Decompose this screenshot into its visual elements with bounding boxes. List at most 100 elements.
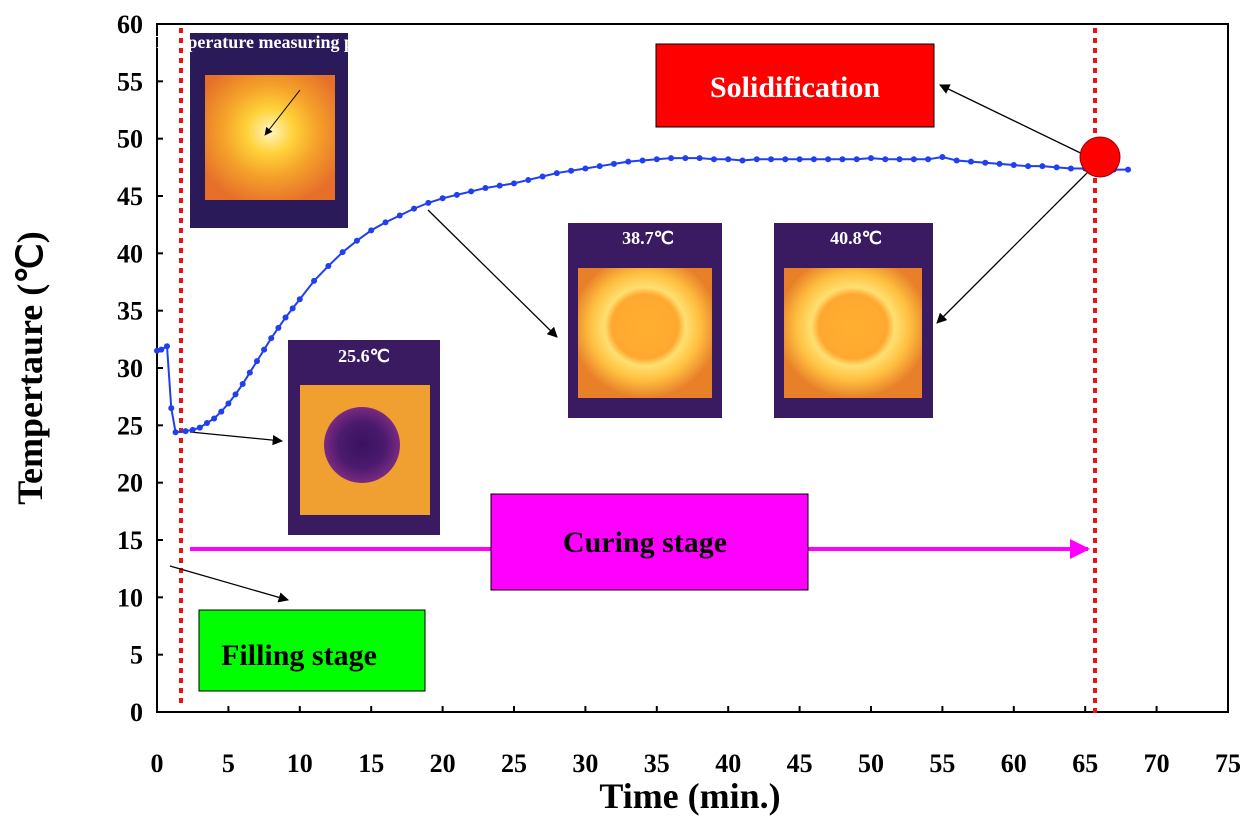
data-point [1025, 163, 1031, 169]
image-label: 38.7℃ [622, 228, 674, 248]
data-point [425, 200, 431, 206]
data-point [311, 278, 317, 284]
y-tick-label: 45 [117, 182, 143, 211]
x-tick-label: 0 [151, 749, 164, 778]
y-tick-label: 15 [117, 526, 143, 555]
data-point [525, 177, 531, 183]
data-point [911, 156, 917, 162]
y-tick-label: 55 [117, 67, 143, 96]
y-tick-label: 40 [117, 239, 143, 268]
thermal-image: 40.8℃ [774, 223, 933, 418]
x-tick-label: 70 [1144, 749, 1170, 778]
data-point [482, 185, 488, 191]
x-tick-label: 30 [572, 749, 598, 778]
data-point [540, 174, 546, 180]
data-point [1039, 163, 1045, 169]
y-tick-label: 35 [117, 297, 143, 326]
data-point [582, 165, 588, 171]
data-point [768, 156, 774, 162]
data-point [697, 155, 703, 161]
data-point [897, 156, 903, 162]
data-point [997, 161, 1003, 167]
data-point [158, 347, 164, 353]
data-point [925, 156, 931, 162]
data-point [411, 206, 417, 212]
data-point [1054, 164, 1060, 170]
data-point [468, 188, 474, 194]
x-tick-label: 40 [715, 749, 741, 778]
thermal-image: Temperature measuring point [154, 32, 384, 228]
chart: Temperature measuring point 25.6℃ 38.7℃ … [0, 0, 1250, 827]
data-point [839, 156, 845, 162]
data-point [682, 155, 688, 161]
data-point [382, 219, 388, 225]
annotation: Solidification [710, 71, 880, 104]
x-tick-label: 5 [222, 749, 235, 778]
data-point [290, 305, 296, 311]
annotation: Curing stage [563, 526, 727, 559]
x-axis-label: Time (min.) [599, 776, 780, 816]
y-tick-label: 60 [117, 10, 143, 39]
data-point [811, 156, 817, 162]
data-point [611, 161, 617, 167]
data-point [511, 180, 517, 186]
data-point [725, 156, 731, 162]
y-tick-label: 10 [117, 583, 143, 612]
data-point [233, 391, 239, 397]
data-point [268, 335, 274, 341]
data-point [325, 263, 331, 269]
x-tick-label: 60 [1001, 749, 1027, 778]
y-tick-label: 0 [130, 698, 143, 727]
thermal-image: 25.6℃ [288, 340, 440, 535]
data-point [568, 168, 574, 174]
x-tick-label: 10 [287, 749, 313, 778]
data-point [954, 157, 960, 163]
x-tick-label: 35 [644, 749, 670, 778]
data-point [825, 156, 831, 162]
data-point [173, 429, 179, 435]
y-tick-label: 25 [117, 411, 143, 440]
y-axis-label: Tempertaure (℃) [10, 231, 50, 504]
data-point [782, 156, 788, 162]
y-tick-label: 5 [130, 641, 143, 670]
annotation: Filling stage [221, 639, 377, 672]
data-point [640, 157, 646, 163]
data-point [711, 156, 717, 162]
data-point [968, 159, 974, 165]
data-point [240, 381, 246, 387]
x-tick-label: 55 [929, 749, 955, 778]
y-tick-label: 30 [117, 354, 143, 383]
data-point [1125, 167, 1131, 173]
data-point [797, 156, 803, 162]
x-tick-label: 75 [1215, 749, 1241, 778]
data-point [554, 170, 560, 176]
data-point [275, 325, 281, 331]
data-point [1068, 165, 1074, 171]
data-point [882, 156, 888, 162]
data-point [368, 227, 374, 233]
x-tick-label: 20 [430, 749, 456, 778]
data-point [397, 212, 403, 218]
data-point [440, 195, 446, 201]
data-point [164, 343, 170, 349]
y-tick-label: 20 [117, 469, 143, 498]
data-point [254, 358, 260, 364]
data-point [197, 425, 203, 431]
data-point [454, 192, 460, 198]
x-tick-label: 45 [787, 749, 813, 778]
data-point [982, 160, 988, 166]
data-point [497, 183, 503, 189]
data-point [939, 154, 945, 160]
data-point [854, 156, 860, 162]
data-point [297, 296, 303, 302]
data-point [754, 156, 760, 162]
x-tick-label: 50 [858, 749, 884, 778]
data-point [204, 420, 210, 426]
data-point [283, 315, 289, 321]
data-point [340, 249, 346, 255]
x-tick-label: 15 [358, 749, 384, 778]
data-point [218, 409, 224, 415]
data-point [668, 155, 674, 161]
data-point [354, 238, 360, 244]
data-point [225, 401, 231, 407]
